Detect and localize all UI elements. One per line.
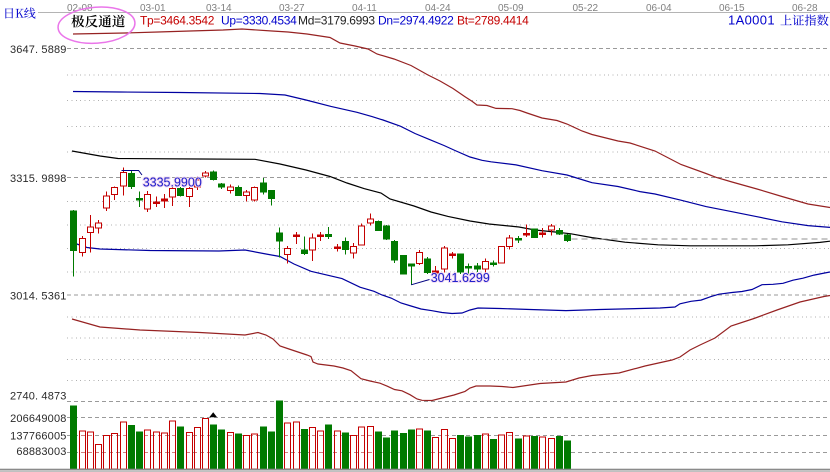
svg-text:Dn=2974.4922: Dn=2974.4922 (378, 14, 454, 28)
svg-text:02-08: 02-08 (67, 3, 93, 14)
svg-text:Md=3179.6993: Md=3179.6993 (298, 14, 375, 28)
svg-text:Bt=2789.4414: Bt=2789.4414 (457, 14, 529, 28)
svg-text:04-24: 04-24 (425, 3, 451, 14)
svg-text:3041.6299: 3041.6299 (431, 271, 490, 285)
svg-text:2740. 4873: 2740. 4873 (10, 391, 67, 403)
svg-text:05-09: 05-09 (498, 3, 524, 14)
svg-text:3014. 5361: 3014. 5361 (10, 290, 67, 302)
svg-text:03-01: 03-01 (140, 3, 166, 14)
svg-text:04-11: 04-11 (352, 3, 377, 14)
svg-text:03-14: 03-14 (206, 3, 232, 14)
svg-text:06-15: 06-15 (719, 3, 745, 14)
svg-text:3041.6299: 3041.6299 (431, 271, 490, 285)
svg-text:Tp=3464.3542: Tp=3464.3542 (140, 14, 215, 28)
svg-text:68883003: 68883003 (16, 446, 66, 458)
svg-text:Up=3330.4534: Up=3330.4534 (221, 14, 297, 28)
svg-text:1A0001: 1A0001 (728, 13, 775, 28)
svg-text:06-04: 06-04 (646, 3, 672, 14)
svg-text:05-22: 05-22 (573, 3, 599, 14)
svg-text:3315. 9898: 3315. 9898 (10, 173, 67, 185)
svg-text:03-27: 03-27 (279, 3, 305, 14)
svg-text:206649008: 206649008 (10, 413, 66, 425)
svg-text:3647. 5889: 3647. 5889 (10, 44, 67, 56)
svg-text:06-28: 06-28 (792, 3, 818, 14)
svg-text:137766005: 137766005 (10, 431, 66, 443)
svg-text:3335.9900: 3335.9900 (143, 175, 202, 189)
svg-text:3335.9900: 3335.9900 (143, 175, 202, 189)
